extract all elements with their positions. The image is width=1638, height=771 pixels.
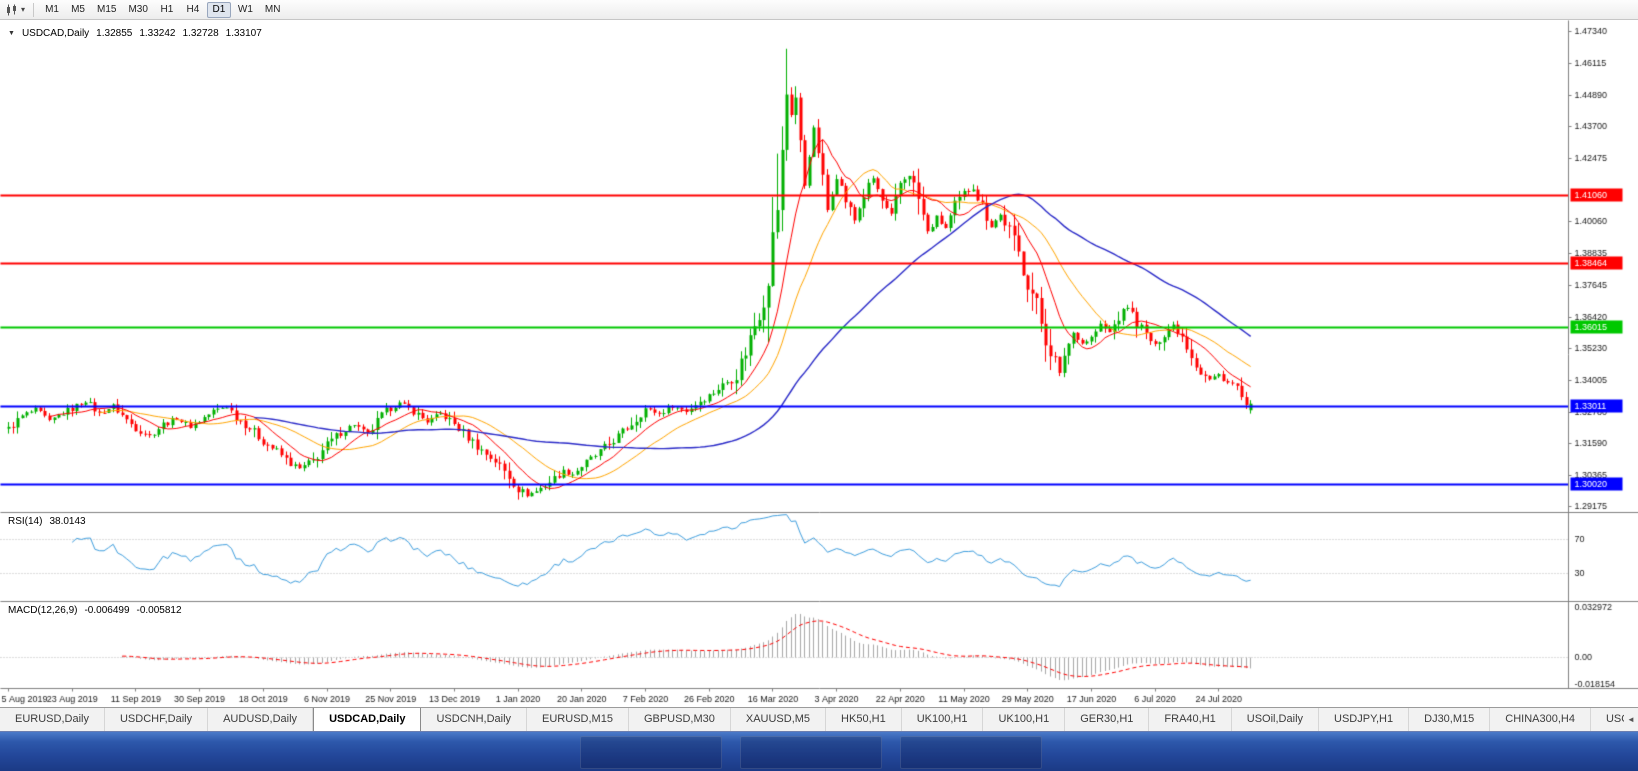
windows-taskbar[interactable] — [0, 731, 1638, 771]
timeframe-button[interactable]: H1 — [155, 2, 179, 18]
timeframe-button[interactable]: H4 — [181, 2, 205, 18]
chart-tab-label: CHINA300,H4 — [1505, 713, 1575, 725]
timeframe-button[interactable]: W1 — [233, 2, 258, 18]
chart-tab-label: EURUSD,Daily — [15, 713, 89, 725]
chart-tab-label: USDCHF,Daily — [119, 713, 193, 725]
chart-tab-label: USOil,H — [1605, 713, 1624, 725]
chart-tab[interactable]: USDCAD,Daily — [313, 708, 422, 731]
chart-tab-label: USOil,Daily — [1246, 713, 1304, 725]
chart-tab-label: USDCAD,Daily — [329, 713, 406, 725]
chart-tab-label: GER30,H1 — [1080, 713, 1134, 725]
tab-scroll-left-icon[interactable]: ◄ — [1627, 715, 1635, 724]
chart-area: ▼ USDCAD,Daily 1.32855 1.33242 1.32728 1… — [0, 20, 1638, 707]
chart-tab-label: XAUUSD,M5 — [745, 713, 811, 725]
chart-tab-label: UK100,H1 — [998, 713, 1050, 725]
chart-tab[interactable]: DJ30,M15 — [1409, 708, 1491, 731]
chart-tab[interactable]: EURUSD,Daily — [0, 708, 105, 731]
timeframe-button[interactable]: MN — [260, 2, 286, 18]
toolbar-separator — [33, 2, 35, 17]
chart-tab-label: DJ30,M15 — [1424, 713, 1475, 725]
chart-tab-label: HK50,H1 — [841, 713, 886, 725]
chart-tabs: EURUSD,Daily USDCHF,Daily AUDUSD,Daily U… — [0, 708, 1624, 731]
chart-tab[interactable]: GBPUSD,M30 — [629, 708, 731, 731]
chart-tab-label: EURUSD,M15 — [542, 713, 613, 725]
chart-tab[interactable]: UK100,H1 — [902, 708, 984, 731]
timeframe-button[interactable]: D1 — [206, 1, 231, 18]
timeframe-button[interactable]: M5 — [66, 2, 90, 18]
timeframe-button[interactable]: M15 — [92, 2, 121, 18]
chart-type-icon[interactable] — [4, 3, 20, 17]
chart-tab-label: USDJPY,H1 — [1334, 713, 1394, 725]
timeframe-button[interactable]: M30 — [123, 2, 152, 18]
chart-tab[interactable]: USDCNH,Daily — [421, 708, 528, 731]
price-chart-canvas[interactable] — [0, 20, 1638, 707]
chart-tab[interactable]: USDCHF,Daily — [105, 708, 209, 731]
chart-tab[interactable]: EURUSD,M15 — [527, 708, 629, 731]
chart-tab[interactable]: HK50,H1 — [826, 708, 902, 731]
chart-tab[interactable]: USOil,Daily — [1232, 708, 1320, 731]
chart-tab[interactable]: CHINA300,H4 — [1490, 708, 1591, 731]
timeframe-button[interactable]: M1 — [40, 2, 64, 18]
chart-tab-label: USDCNH,Daily — [436, 713, 512, 725]
chart-tab-label: FRA40,H1 — [1164, 713, 1216, 725]
chart-tab-label: GBPUSD,M30 — [643, 713, 715, 725]
timeframe-buttons: M1 M5 M15 M30 H1 H4 D1 W1 MN — [39, 1, 286, 18]
chart-tab[interactable]: GER30,H1 — [1065, 708, 1150, 731]
chart-tab[interactable]: XAUUSD,M5 — [731, 708, 827, 731]
chart-tab[interactable]: USDJPY,H1 — [1319, 708, 1410, 731]
chart-tab-label: UK100,H1 — [916, 713, 968, 725]
chart-tab[interactable]: USOil,H — [1591, 708, 1624, 731]
taskbar-button[interactable] — [580, 736, 722, 769]
chart-tab[interactable]: UK100,H1 — [983, 708, 1066, 731]
chart-tab[interactable]: FRA40,H1 — [1149, 708, 1232, 731]
timeframe-toolbar: ▾ M1 M5 M15 M30 H1 H4 D1 W1 MN — [0, 0, 1638, 20]
chart-tab[interactable]: AUDUSD,Daily — [208, 708, 314, 731]
taskbar-button[interactable] — [900, 736, 1042, 769]
chart-tab-label: AUDUSD,Daily — [223, 713, 298, 725]
chart-type-dropdown-icon[interactable]: ▾ — [21, 5, 26, 14]
chart-tabs-bar: EURUSD,Daily USDCHF,Daily AUDUSD,Daily U… — [0, 707, 1638, 731]
taskbar-button[interactable] — [740, 736, 882, 769]
